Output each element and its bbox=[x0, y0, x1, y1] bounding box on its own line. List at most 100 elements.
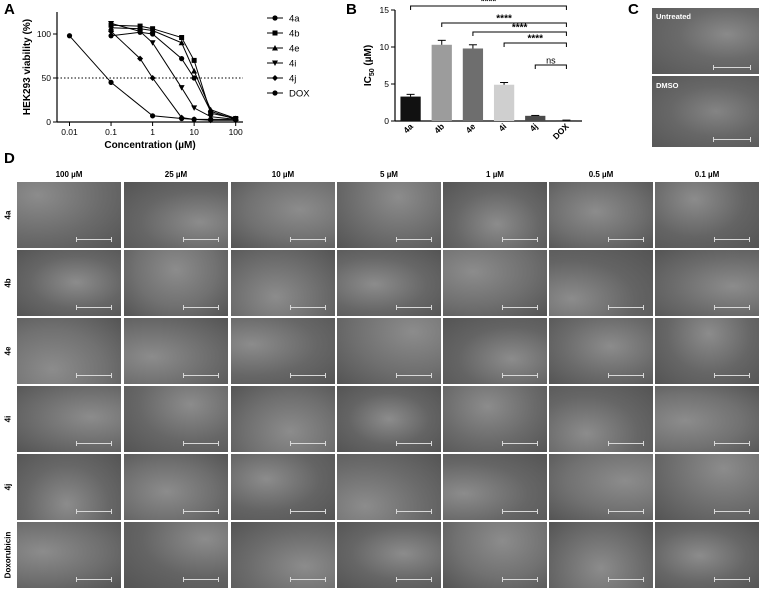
scale-bar bbox=[183, 373, 219, 378]
data-point bbox=[149, 75, 156, 81]
micrograph-tile bbox=[231, 182, 335, 248]
y-tick-label: 15 bbox=[380, 5, 390, 15]
y-tick-label: 10 bbox=[380, 42, 390, 52]
scale-bar bbox=[290, 305, 326, 310]
significance-label: **** bbox=[512, 23, 528, 34]
x-tick-label: 4e bbox=[464, 121, 478, 135]
bracket-line bbox=[441, 22, 567, 27]
micrograph-tile bbox=[549, 386, 653, 452]
series-4a: 4a bbox=[108, 14, 300, 122]
scale-bar bbox=[183, 305, 219, 310]
scale-bar bbox=[502, 305, 538, 310]
y-tick-label: 100 bbox=[37, 29, 51, 39]
legend-label: DOX bbox=[289, 89, 310, 100]
series-DOX: DOX bbox=[66, 33, 310, 122]
series-4b: 4b bbox=[108, 22, 300, 121]
micrograph-tile bbox=[337, 386, 441, 452]
micrograph-tile bbox=[443, 318, 547, 384]
data-point bbox=[108, 79, 114, 85]
scale-bar bbox=[608, 237, 644, 242]
micrograph-tile bbox=[231, 250, 335, 316]
column-header: 100 µM bbox=[55, 170, 83, 179]
legend-label: 4b bbox=[289, 29, 300, 40]
untreated-label: Untreated bbox=[656, 12, 692, 21]
micrograph-tile bbox=[655, 386, 759, 452]
scale-bar bbox=[714, 373, 750, 378]
data-point bbox=[179, 56, 185, 62]
scale-bar bbox=[76, 577, 112, 582]
legend-label: 4a bbox=[289, 14, 300, 25]
significance-bracket: **** bbox=[472, 23, 567, 36]
scale-bar bbox=[290, 441, 326, 446]
x-axis-label: Concentration (µM) bbox=[104, 140, 195, 150]
data-point bbox=[137, 28, 144, 35]
bracket-line bbox=[503, 42, 567, 47]
legend-marker bbox=[272, 45, 278, 51]
scale-bar bbox=[396, 577, 432, 582]
x-tick-label: 4j bbox=[528, 121, 540, 133]
micrograph-tile bbox=[655, 522, 759, 588]
scale-bar bbox=[76, 237, 112, 242]
micrograph-tile bbox=[549, 250, 653, 316]
scale-bar bbox=[608, 373, 644, 378]
micrograph-tile bbox=[231, 386, 335, 452]
x-tick-label: 4b bbox=[432, 121, 446, 135]
y-tick-label: 0 bbox=[384, 116, 389, 126]
data-point bbox=[208, 116, 214, 122]
data-point bbox=[179, 115, 185, 122]
panel-label-d: D bbox=[4, 150, 15, 167]
data-point bbox=[191, 67, 198, 74]
column-header: 0.5 µM bbox=[588, 170, 614, 179]
micrograph-tile bbox=[124, 250, 228, 316]
bracket-line bbox=[410, 5, 567, 10]
scale-bar bbox=[76, 509, 112, 514]
data-point bbox=[191, 75, 197, 81]
row-header: 4b bbox=[3, 278, 13, 288]
bar-4i bbox=[493, 84, 515, 121]
legend-label: 4e bbox=[289, 44, 300, 55]
series-4i: 4i bbox=[108, 20, 296, 123]
x-tick-label: 0.1 bbox=[105, 127, 117, 137]
dose-response-chart: 0 50 100 0.01 0.1 1 10 100 Concentration (µM) HEK… bbox=[22, 12, 310, 150]
scale-bar bbox=[76, 305, 112, 310]
scale-bar bbox=[714, 237, 750, 242]
scale-bar bbox=[290, 577, 326, 582]
y-tick-label: 0 bbox=[46, 117, 51, 127]
legend-marker bbox=[272, 75, 278, 81]
micrograph-tile bbox=[655, 182, 759, 248]
micrograph-tile bbox=[655, 454, 759, 520]
series-line-4i bbox=[110, 22, 236, 120]
data-point bbox=[233, 116, 239, 122]
bracket-line bbox=[534, 64, 567, 69]
bar-4a bbox=[400, 96, 421, 121]
micrograph-tile bbox=[124, 454, 228, 520]
scale-bar bbox=[183, 509, 219, 514]
significance-bracket: **** bbox=[503, 34, 567, 47]
scale-bar bbox=[502, 373, 538, 378]
x-tick-label: 1 bbox=[150, 127, 155, 137]
legend-marker bbox=[272, 30, 278, 36]
x-tick-label: 4i bbox=[496, 121, 508, 133]
bar-4j bbox=[525, 115, 546, 121]
legend-marker bbox=[272, 90, 278, 96]
micrograph-tile bbox=[17, 386, 121, 452]
panel-label-c: C bbox=[628, 1, 639, 18]
micrograph-tile bbox=[124, 522, 228, 588]
row-header: 4e bbox=[3, 346, 13, 356]
scale-bar bbox=[608, 441, 644, 446]
micrograph-tile bbox=[655, 318, 759, 384]
data-point bbox=[191, 116, 197, 122]
bar-DOX bbox=[556, 120, 577, 122]
x-tick-label: 100 bbox=[229, 127, 243, 137]
micrograph-tile bbox=[124, 386, 228, 452]
micrograph-tile bbox=[124, 318, 228, 384]
data-point bbox=[178, 85, 185, 91]
scale-bar bbox=[714, 441, 750, 446]
scale-bar bbox=[396, 305, 432, 310]
row-header: 4j bbox=[3, 483, 13, 491]
micrograph-tile bbox=[443, 386, 547, 452]
micrograph-tile bbox=[443, 182, 547, 248]
micrograph-tile bbox=[337, 182, 441, 248]
y-axis-label: HEK293 viability (%) bbox=[22, 19, 33, 115]
